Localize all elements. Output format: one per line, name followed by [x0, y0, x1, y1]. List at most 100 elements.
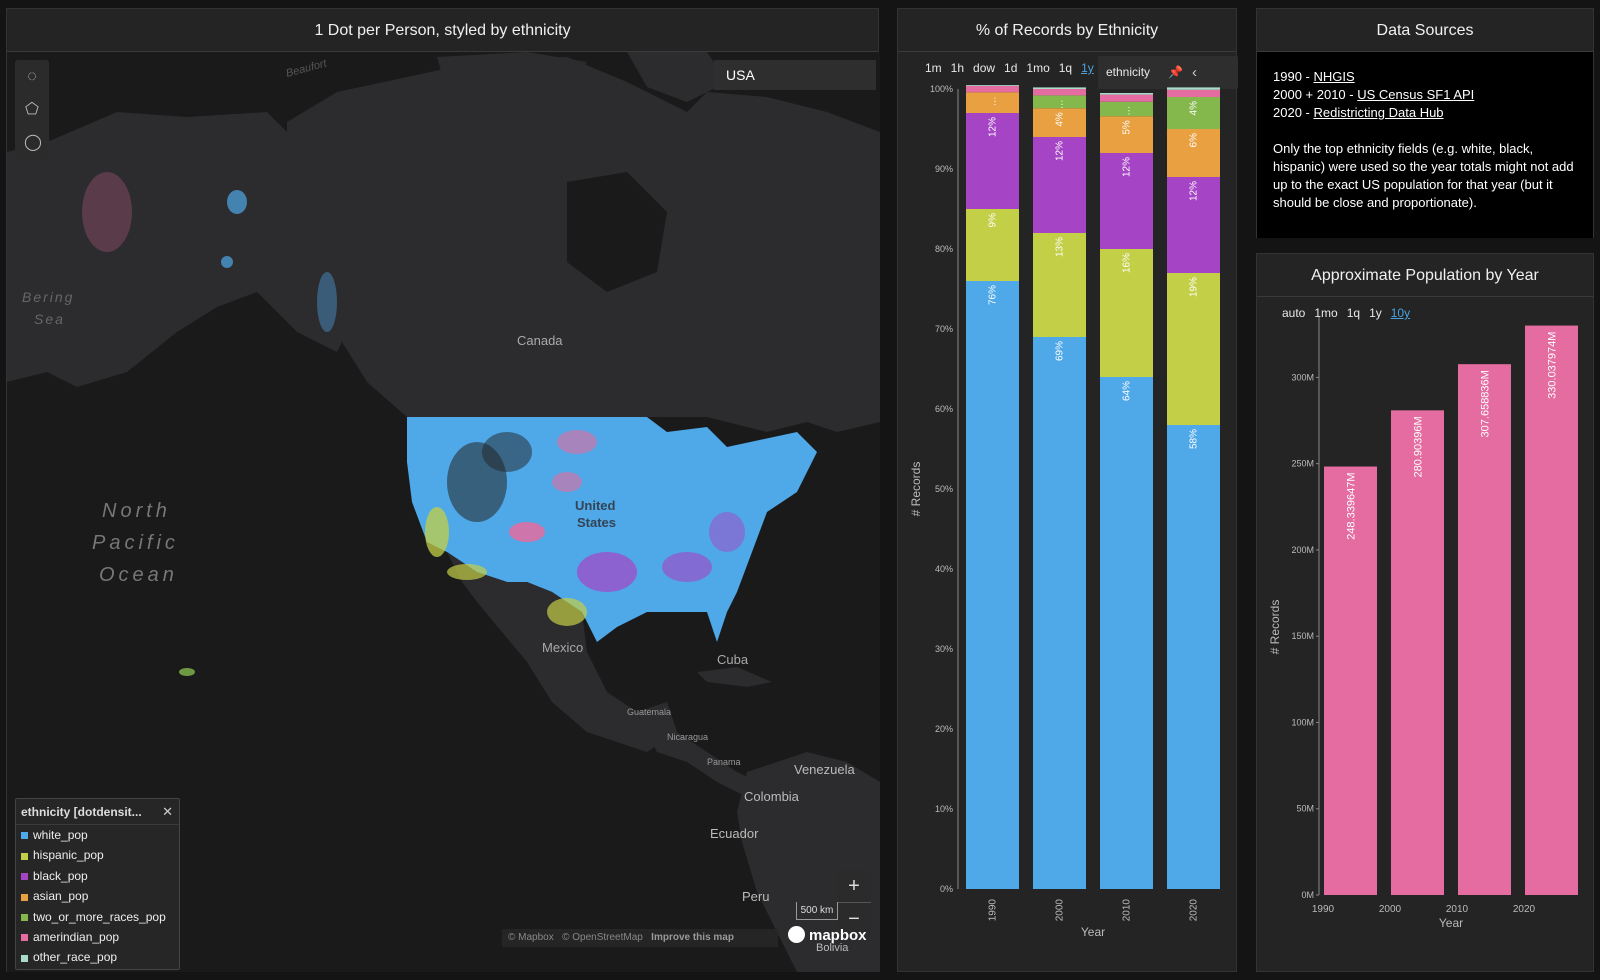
time-button-1q[interactable]: 1q	[1346, 306, 1361, 320]
time-button-1mo[interactable]: 1mo	[1026, 61, 1050, 75]
census-api-link[interactable]: US Census SF1 API	[1357, 87, 1475, 102]
label-ocean: Ocean	[99, 564, 178, 586]
time-button-1mo[interactable]: 1mo	[1314, 306, 1338, 320]
bar-segment	[966, 92, 1019, 113]
map-canvas[interactable]: Beaufort Bering Sea Canada United States…	[7, 52, 880, 972]
bar-segment-label: 16%	[1122, 253, 1133, 273]
pin-icon[interactable]: 📌	[1168, 65, 1183, 79]
zoom-out-button[interactable]: −	[837, 902, 871, 934]
map-scale: 500 km	[796, 902, 838, 920]
bar-segment	[1033, 233, 1086, 337]
lasso-select-icon[interactable]: ◯	[24, 134, 42, 151]
time-button-1q[interactable]: 1q	[1058, 61, 1073, 75]
bar-segment	[1033, 337, 1086, 889]
circle-select-icon[interactable]: ◌	[27, 68, 37, 85]
source-prefix: 2020 -	[1273, 105, 1314, 120]
central-america	[637, 702, 757, 797]
y-tick-label: 200M	[1291, 545, 1314, 555]
zoom-control: + −	[837, 870, 871, 934]
y-tick-label: 0M	[1301, 890, 1314, 900]
legend-item[interactable]: black_pop	[16, 866, 179, 886]
time-button-dow[interactable]: dow	[973, 61, 996, 75]
bar-segment-label: 6%	[1189, 133, 1200, 148]
zoom-in-button[interactable]: +	[848, 875, 860, 897]
bar-segment-label: …	[988, 96, 999, 106]
label-bolivia: Bolivia	[816, 942, 849, 954]
population-chart-title: Approximate Population by Year	[1257, 254, 1593, 297]
legend-item[interactable]: white_pop	[16, 825, 179, 845]
x-tick-label: 2010	[1446, 904, 1469, 915]
label-beaufort: Beaufort	[285, 57, 329, 80]
x-axis-label: Year	[1081, 925, 1105, 939]
label-canada: Canada	[517, 333, 563, 348]
legend-label: other_race_pop	[33, 950, 118, 965]
y-tick-label: 80%	[935, 244, 953, 254]
population-bar	[1458, 364, 1511, 895]
bar-segment	[1033, 87, 1086, 89]
time-button-1y[interactable]: 1y	[1369, 306, 1382, 320]
time-button-10y[interactable]: 10y	[1390, 306, 1411, 320]
ethnicity-filter-pill[interactable]: ethnicity 📌 ‹	[1098, 56, 1238, 89]
bar-segment	[1167, 89, 1220, 97]
mapbox-logo[interactable]: mapbox	[788, 926, 867, 944]
chevron-left-icon[interactable]: ‹	[1192, 64, 1197, 81]
bar-segment	[966, 113, 1019, 209]
time-button-1m[interactable]: 1m	[925, 61, 942, 75]
attr-mapbox-link[interactable]: © Mapbox	[508, 932, 554, 943]
legend-item[interactable]: amerindian_pop	[16, 927, 179, 947]
time-button-1y[interactable]: 1y	[1081, 61, 1094, 75]
legend-item[interactable]: hispanic_pop	[16, 845, 179, 865]
bar-segment	[1100, 116, 1153, 153]
y-tick-label: 50%	[935, 484, 953, 494]
y-tick-label: 30%	[935, 644, 953, 654]
y-axis-label: # Records	[1268, 600, 1282, 655]
bar-segment-label: 12%	[988, 117, 999, 137]
x-tick-label: 1990	[988, 899, 999, 922]
bar-segment	[1100, 94, 1153, 102]
bar-segment	[1033, 95, 1086, 109]
alaska-land	[7, 112, 342, 387]
polygon-select-icon[interactable]: ⬠	[25, 101, 39, 118]
y-tick-label: 150M	[1291, 631, 1314, 641]
legend-item[interactable]: asian_pop	[16, 886, 179, 906]
label-colombia: Colombia	[744, 789, 800, 804]
percent-time-buttons: 1m 1h dow 1d 1mo 1q 1y	[925, 61, 1103, 75]
time-button-1d[interactable]: 1d	[1004, 61, 1018, 75]
legend-item[interactable]: other_race_pop	[16, 947, 179, 967]
cuba	[697, 667, 772, 687]
bar-segment	[1167, 87, 1220, 90]
time-button-1h[interactable]: 1h	[950, 61, 965, 75]
population-chart: 0M 50M 100M 150M 200M 250M 300M # Records Year 24…	[1268, 317, 1578, 930]
y-tick-label: 90%	[935, 164, 953, 174]
legend-swatch	[21, 893, 28, 901]
x-tick-label: 2010	[1122, 899, 1133, 922]
attr-osm-link[interactable]: © OpenStreetMap	[562, 932, 643, 943]
legend-item[interactable]: two_or_more_races_pop	[16, 907, 179, 927]
attr-improve-link[interactable]: Improve this map	[651, 932, 734, 943]
nhgis-link[interactable]: NHGIS	[1313, 69, 1355, 84]
bar-segment-label: 13%	[1055, 237, 1066, 257]
mapbox-logo-text: mapbox	[809, 927, 867, 944]
y-tick-label: 0%	[940, 884, 953, 894]
population-bar-label: 307.658836M	[1480, 370, 1492, 437]
mexico-land	[447, 552, 677, 752]
label-sea: Sea	[34, 311, 65, 327]
bar-segment-label: 58%	[1189, 429, 1200, 449]
source-line: 2000 + 2010 - US Census SF1 API	[1273, 86, 1577, 104]
population-bar-label: 248.339647M	[1346, 473, 1358, 540]
label-peru: Peru	[742, 889, 769, 904]
bar-segment-label: 9%	[988, 213, 999, 228]
bar-segment-label: 76%	[988, 285, 999, 305]
label-mexico: Mexico	[542, 640, 583, 655]
legend-swatch	[21, 934, 28, 942]
legend-close-icon[interactable]: ✕	[162, 804, 173, 819]
bar-segment-label: 12%	[1055, 141, 1066, 161]
time-button-auto[interactable]: auto	[1282, 306, 1306, 320]
label-pacific: Pacific	[92, 532, 179, 554]
map-search-input[interactable]	[714, 60, 876, 90]
bar-segment-label: 12%	[1189, 181, 1200, 201]
bar-segment-label: …	[1122, 106, 1133, 116]
redistricting-link[interactable]: Redistricting Data Hub	[1313, 105, 1444, 120]
population-bar	[1525, 325, 1578, 895]
legend-swatch	[21, 832, 28, 840]
